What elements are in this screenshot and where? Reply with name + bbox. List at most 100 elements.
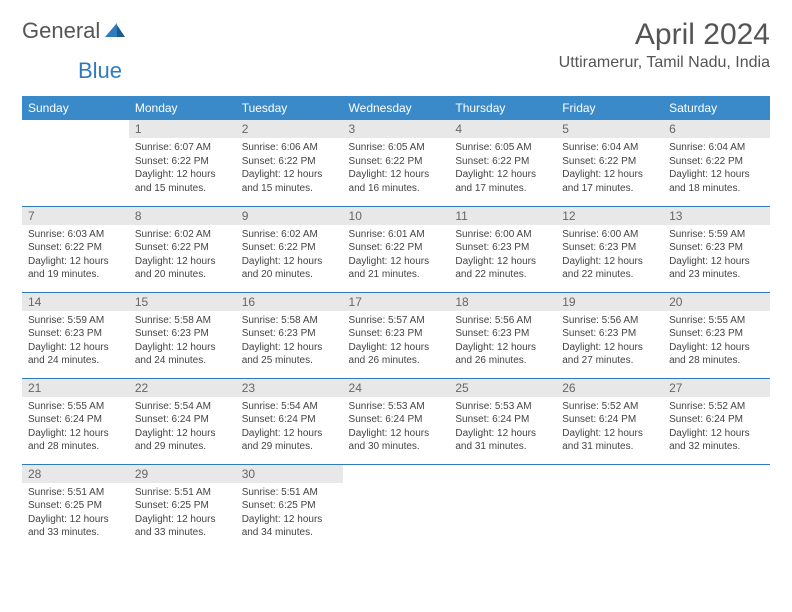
day-number: 11 [449, 207, 556, 225]
day-number: 27 [663, 379, 770, 397]
day-body: Sunrise: 5:51 AMSunset: 6:25 PMDaylight:… [22, 483, 129, 544]
day-number: 16 [236, 293, 343, 311]
weekday-header: Monday [129, 96, 236, 120]
day-number: 1 [129, 120, 236, 138]
calendar-day-cell: 2Sunrise: 6:06 AMSunset: 6:22 PMDaylight… [236, 120, 343, 206]
sunrise-line: Sunrise: 5:53 AM [455, 400, 550, 414]
sunset-line: Sunset: 6:23 PM [669, 327, 764, 341]
day-number: 21 [22, 379, 129, 397]
day-body: Sunrise: 5:53 AMSunset: 6:24 PMDaylight:… [449, 397, 556, 458]
day-number: 30 [236, 465, 343, 483]
sunset-line: Sunset: 6:24 PM [28, 413, 123, 427]
day-number: 28 [22, 465, 129, 483]
sunset-line: Sunset: 6:22 PM [669, 155, 764, 169]
day-body: Sunrise: 6:02 AMSunset: 6:22 PMDaylight:… [129, 225, 236, 286]
daylight-line: Daylight: 12 hours and 34 minutes. [242, 513, 337, 540]
sunset-line: Sunset: 6:22 PM [242, 241, 337, 255]
calendar-day-cell: 3Sunrise: 6:05 AMSunset: 6:22 PMDaylight… [343, 120, 450, 206]
daylight-line: Daylight: 12 hours and 31 minutes. [562, 427, 657, 454]
sunrise-line: Sunrise: 6:02 AM [135, 228, 230, 242]
day-number: 18 [449, 293, 556, 311]
day-number: 7 [22, 207, 129, 225]
calendar-day-cell: 21Sunrise: 5:55 AMSunset: 6:24 PMDayligh… [22, 378, 129, 464]
calendar-day-cell: 8Sunrise: 6:02 AMSunset: 6:22 PMDaylight… [129, 206, 236, 292]
day-number: 22 [129, 379, 236, 397]
day-number: 9 [236, 207, 343, 225]
calendar-day-cell [343, 464, 450, 550]
daylight-line: Daylight: 12 hours and 22 minutes. [455, 255, 550, 282]
sunset-line: Sunset: 6:22 PM [135, 241, 230, 255]
day-number: 4 [449, 120, 556, 138]
sunrise-line: Sunrise: 5:54 AM [242, 400, 337, 414]
daylight-line: Daylight: 12 hours and 32 minutes. [669, 427, 764, 454]
calendar-day-cell: 4Sunrise: 6:05 AMSunset: 6:22 PMDaylight… [449, 120, 556, 206]
calendar-day-cell: 30Sunrise: 5:51 AMSunset: 6:25 PMDayligh… [236, 464, 343, 550]
calendar-day-cell: 29Sunrise: 5:51 AMSunset: 6:25 PMDayligh… [129, 464, 236, 550]
day-body: Sunrise: 6:07 AMSunset: 6:22 PMDaylight:… [129, 138, 236, 199]
day-body: Sunrise: 6:05 AMSunset: 6:22 PMDaylight:… [343, 138, 450, 199]
sunset-line: Sunset: 6:22 PM [349, 155, 444, 169]
day-number: 15 [129, 293, 236, 311]
calendar-day-cell: 25Sunrise: 5:53 AMSunset: 6:24 PMDayligh… [449, 378, 556, 464]
day-number: 25 [449, 379, 556, 397]
calendar-day-cell: 27Sunrise: 5:52 AMSunset: 6:24 PMDayligh… [663, 378, 770, 464]
calendar-week-row: 7Sunrise: 6:03 AMSunset: 6:22 PMDaylight… [22, 206, 770, 292]
sunset-line: Sunset: 6:24 PM [562, 413, 657, 427]
calendar-day-cell: 20Sunrise: 5:55 AMSunset: 6:23 PMDayligh… [663, 292, 770, 378]
day-number: 13 [663, 207, 770, 225]
sunset-line: Sunset: 6:23 PM [28, 327, 123, 341]
sunset-line: Sunset: 6:22 PM [562, 155, 657, 169]
sunrise-line: Sunrise: 5:55 AM [669, 314, 764, 328]
sunrise-line: Sunrise: 6:02 AM [242, 228, 337, 242]
sunset-line: Sunset: 6:22 PM [349, 241, 444, 255]
calendar-day-cell: 22Sunrise: 5:54 AMSunset: 6:24 PMDayligh… [129, 378, 236, 464]
day-body: Sunrise: 5:59 AMSunset: 6:23 PMDaylight:… [22, 311, 129, 372]
weekday-header: Tuesday [236, 96, 343, 120]
calendar-day-cell: 26Sunrise: 5:52 AMSunset: 6:24 PMDayligh… [556, 378, 663, 464]
daylight-line: Daylight: 12 hours and 24 minutes. [135, 341, 230, 368]
sunrise-line: Sunrise: 5:51 AM [28, 486, 123, 500]
sunset-line: Sunset: 6:24 PM [242, 413, 337, 427]
calendar-day-cell: 23Sunrise: 5:54 AMSunset: 6:24 PMDayligh… [236, 378, 343, 464]
sunset-line: Sunset: 6:23 PM [349, 327, 444, 341]
daylight-line: Daylight: 12 hours and 24 minutes. [28, 341, 123, 368]
sunset-line: Sunset: 6:24 PM [669, 413, 764, 427]
sunset-line: Sunset: 6:24 PM [349, 413, 444, 427]
sunrise-line: Sunrise: 5:59 AM [669, 228, 764, 242]
calendar-day-cell: 11Sunrise: 6:00 AMSunset: 6:23 PMDayligh… [449, 206, 556, 292]
sunset-line: Sunset: 6:25 PM [135, 499, 230, 513]
calendar-week-row: 14Sunrise: 5:59 AMSunset: 6:23 PMDayligh… [22, 292, 770, 378]
calendar-day-cell: 7Sunrise: 6:03 AMSunset: 6:22 PMDaylight… [22, 206, 129, 292]
daylight-line: Daylight: 12 hours and 20 minutes. [135, 255, 230, 282]
calendar-day-cell: 6Sunrise: 6:04 AMSunset: 6:22 PMDaylight… [663, 120, 770, 206]
calendar-week-row: 21Sunrise: 5:55 AMSunset: 6:24 PMDayligh… [22, 378, 770, 464]
daylight-line: Daylight: 12 hours and 20 minutes. [242, 255, 337, 282]
daylight-line: Daylight: 12 hours and 15 minutes. [135, 168, 230, 195]
day-number: 20 [663, 293, 770, 311]
sunrise-line: Sunrise: 5:56 AM [455, 314, 550, 328]
day-number: 17 [343, 293, 450, 311]
sunrise-line: Sunrise: 6:01 AM [349, 228, 444, 242]
daylight-line: Daylight: 12 hours and 21 minutes. [349, 255, 444, 282]
daylight-line: Daylight: 12 hours and 23 minutes. [669, 255, 764, 282]
sunset-line: Sunset: 6:25 PM [242, 499, 337, 513]
day-body: Sunrise: 5:52 AMSunset: 6:24 PMDaylight:… [663, 397, 770, 458]
day-body: Sunrise: 5:51 AMSunset: 6:25 PMDaylight:… [129, 483, 236, 544]
calendar-header-row: SundayMondayTuesdayWednesdayThursdayFrid… [22, 96, 770, 120]
daylight-line: Daylight: 12 hours and 25 minutes. [242, 341, 337, 368]
calendar-day-cell [663, 464, 770, 550]
sunrise-line: Sunrise: 5:51 AM [242, 486, 337, 500]
daylight-line: Daylight: 12 hours and 33 minutes. [135, 513, 230, 540]
sunrise-line: Sunrise: 5:54 AM [135, 400, 230, 414]
daylight-line: Daylight: 12 hours and 30 minutes. [349, 427, 444, 454]
sunset-line: Sunset: 6:23 PM [562, 241, 657, 255]
day-number: 3 [343, 120, 450, 138]
sunset-line: Sunset: 6:23 PM [455, 327, 550, 341]
sunrise-line: Sunrise: 5:51 AM [135, 486, 230, 500]
day-number: 2 [236, 120, 343, 138]
day-body: Sunrise: 5:52 AMSunset: 6:24 PMDaylight:… [556, 397, 663, 458]
day-body: Sunrise: 5:51 AMSunset: 6:25 PMDaylight:… [236, 483, 343, 544]
calendar-day-cell: 24Sunrise: 5:53 AMSunset: 6:24 PMDayligh… [343, 378, 450, 464]
sunrise-line: Sunrise: 6:00 AM [455, 228, 550, 242]
day-number: 26 [556, 379, 663, 397]
